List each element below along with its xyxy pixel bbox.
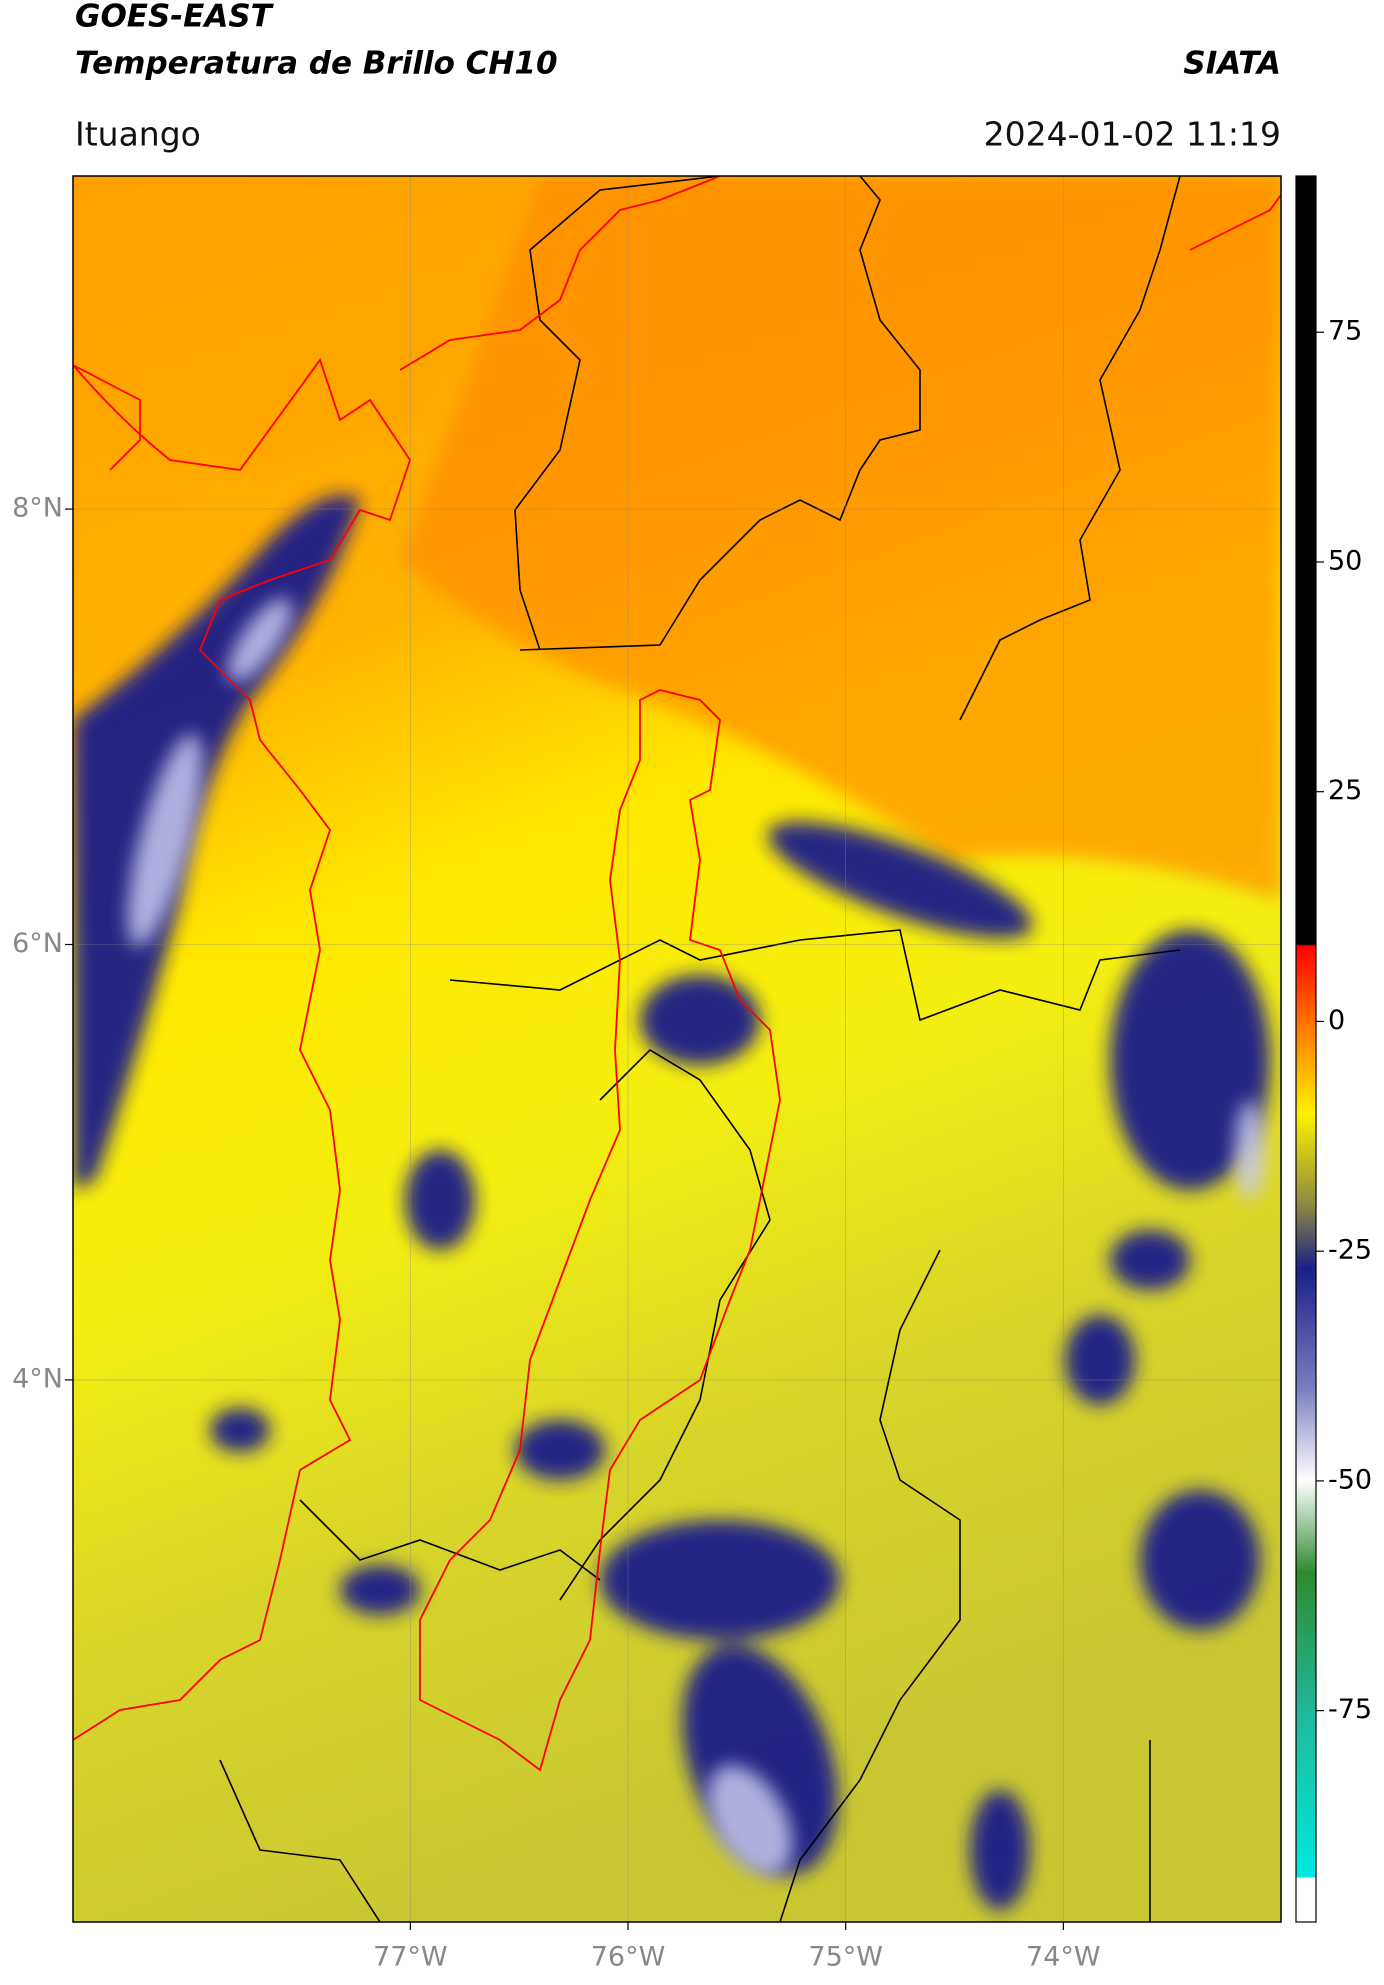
colorbar-tick-label: -25 bbox=[1328, 1235, 1372, 1266]
colorbar-tick-label: 0 bbox=[1328, 1005, 1345, 1036]
source: SIATA bbox=[1183, 46, 1281, 82]
x-tick-label: 74°W bbox=[1026, 1942, 1101, 1973]
subtitle: Temperatura de Brillo CH10 bbox=[75, 46, 558, 82]
y-tick-label: 6°N bbox=[12, 928, 63, 959]
x-tick-label: 77°W bbox=[373, 1942, 448, 1973]
admin-borders bbox=[219, 176, 1181, 1922]
colorbar-tick-label: -75 bbox=[1328, 1694, 1372, 1725]
satellite-image bbox=[73, 176, 1281, 1922]
map-frame bbox=[72, 175, 1282, 1923]
x-tick-label: 76°W bbox=[591, 1942, 666, 1973]
datetime: 2024-01-02 11:19 bbox=[984, 115, 1281, 154]
region: Ituango bbox=[75, 115, 201, 154]
colorbar-tick-label: 75 bbox=[1328, 316, 1362, 347]
colorbar bbox=[1295, 175, 1317, 1923]
colorbar-tick-label: -50 bbox=[1328, 1464, 1372, 1495]
y-tick-label: 8°N bbox=[12, 493, 63, 524]
colorbar-tick-label: 25 bbox=[1328, 775, 1362, 806]
y-tick-label: 4°N bbox=[12, 1363, 63, 1394]
title: GOES-EAST bbox=[75, 0, 275, 35]
coast-and-region-borders bbox=[73, 176, 1281, 1772]
colorbar-tick-label: 50 bbox=[1328, 545, 1362, 576]
graticule bbox=[73, 176, 1281, 1922]
x-tick-label: 75°W bbox=[808, 1942, 883, 1973]
